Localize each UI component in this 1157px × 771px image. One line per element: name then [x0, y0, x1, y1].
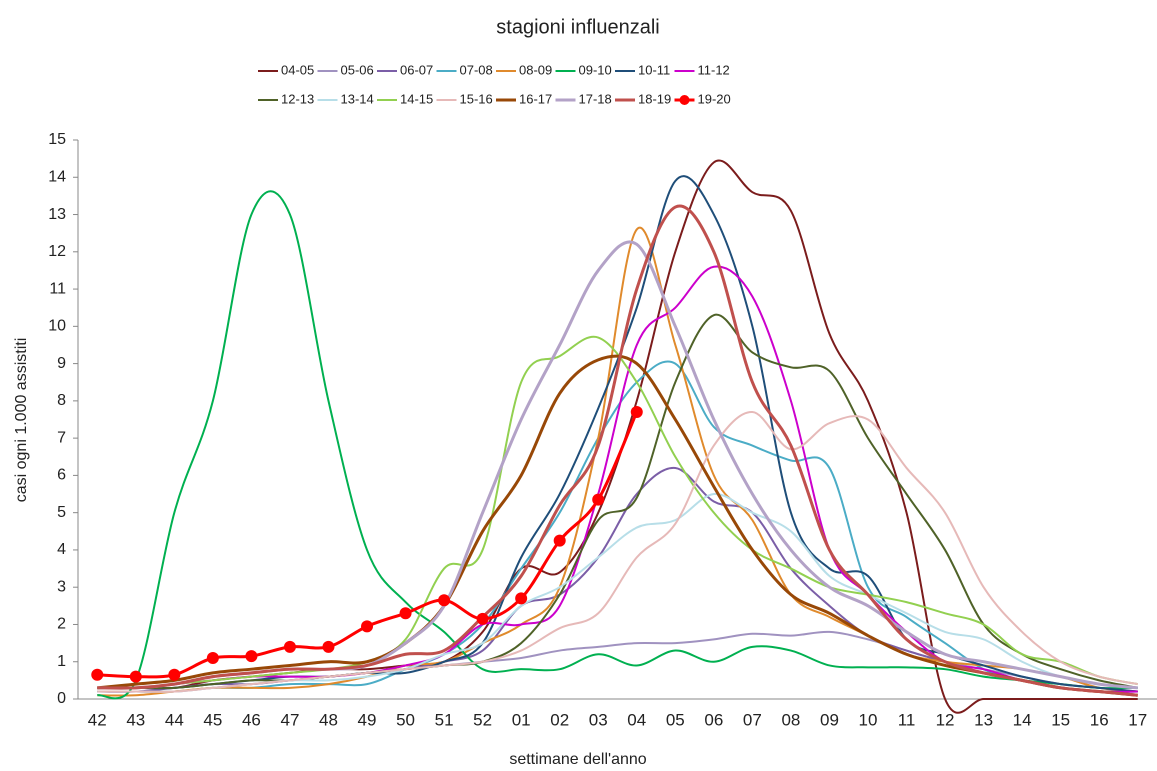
series-line	[97, 204, 1138, 697]
x-tick-label: 02	[550, 710, 569, 729]
x-tick-label: 01	[512, 710, 531, 729]
y-tick-label: 0	[57, 690, 66, 707]
y-tick-label: 6	[57, 467, 66, 484]
x-tick-label: 16	[1090, 710, 1109, 729]
legend-label: 12-13	[281, 91, 314, 106]
x-tick-label: 05	[666, 710, 685, 729]
x-tick-label: 11	[898, 710, 916, 729]
x-tick-label: 47	[280, 710, 299, 729]
x-tick-label: 45	[203, 710, 222, 729]
x-tick-label: 15	[1051, 710, 1070, 729]
series-line	[97, 335, 1138, 690]
y-tick-label: 7	[57, 429, 66, 446]
data-point	[515, 592, 528, 605]
data-point	[322, 640, 335, 653]
y-tick-label: 1	[57, 653, 66, 670]
x-tick-label: 07	[743, 710, 762, 729]
x-tick-label: 08	[781, 710, 800, 729]
x-axis-label: settimane dell'anno	[509, 751, 646, 768]
legend-label: 06-07	[400, 62, 433, 77]
legend-label: 13-14	[341, 91, 374, 106]
legend-label: 16-17	[519, 91, 552, 106]
x-tick-label: 52	[473, 710, 492, 729]
series-line	[97, 354, 1138, 697]
legend-label: 07-08	[460, 62, 493, 77]
data-point	[91, 668, 104, 681]
legend-label: 10-11	[638, 62, 670, 77]
x-tick-label: 51	[435, 710, 454, 729]
legend-label: 15-16	[460, 91, 493, 106]
y-tick-label: 2	[57, 616, 66, 633]
series-line	[97, 159, 1138, 714]
series-line	[97, 175, 1138, 693]
x-tick-label: 06	[704, 710, 723, 729]
y-tick-label: 11	[49, 280, 66, 297]
x-tick-label: 04	[627, 710, 646, 729]
data-point	[168, 668, 181, 681]
legend-label: 11-12	[698, 62, 730, 77]
data-point	[438, 594, 451, 607]
y-axis-label: casi ogni 1.000 assistiti	[13, 338, 30, 503]
x-tick-label: 09	[820, 710, 839, 729]
legend-label: 05-06	[341, 62, 374, 77]
data-point	[129, 670, 142, 683]
y-tick-label: 14	[48, 168, 66, 185]
x-tick-label: 50	[396, 710, 415, 729]
x-tick-label: 42	[88, 710, 107, 729]
series-line	[96, 190, 1138, 700]
chart-title: stagioni influenzali	[496, 16, 659, 38]
legend-marker	[679, 95, 690, 105]
data-point	[206, 652, 219, 665]
data-point	[476, 612, 489, 625]
legend-label: 09-10	[579, 62, 612, 77]
x-tick-label: 12	[936, 710, 955, 729]
series-line	[97, 411, 1138, 693]
y-tick-label: 8	[57, 392, 66, 409]
data-point	[553, 534, 566, 547]
x-tick-label: 14	[1013, 710, 1032, 729]
legend-label: 17-18	[579, 91, 612, 106]
y-tick-label: 13	[48, 206, 66, 223]
data-point	[630, 406, 643, 419]
x-tick-label: 49	[358, 710, 377, 729]
legend-label: 18-19	[638, 91, 671, 106]
y-tick-label: 10	[48, 318, 66, 335]
legend-label: 04-05	[281, 62, 314, 77]
x-tick-label: 43	[126, 710, 145, 729]
data-point	[592, 493, 605, 506]
data-point	[361, 620, 374, 633]
y-tick-label: 4	[57, 541, 66, 558]
x-tick-label: 13	[974, 710, 993, 729]
legend-label: 19-20	[698, 91, 731, 106]
x-tick-label: 46	[242, 710, 261, 729]
series-line	[97, 265, 1138, 693]
y-tick-label: 5	[57, 504, 66, 521]
y-tick-label: 3	[57, 578, 66, 595]
data-point	[245, 650, 258, 663]
legend-label: 14-15	[400, 91, 433, 106]
x-tick-label: 48	[319, 710, 338, 729]
legend-label: 08-09	[519, 62, 552, 77]
y-tick-label: 12	[48, 243, 66, 260]
x-tick-label: 17	[1128, 710, 1147, 729]
y-tick-label: 9	[57, 355, 66, 372]
data-point	[283, 640, 296, 653]
x-tick-label: 10	[859, 710, 878, 729]
data-point	[399, 607, 412, 620]
y-tick-label: 15	[48, 131, 66, 148]
x-tick-label: 44	[165, 710, 184, 729]
x-tick-label: 03	[589, 710, 608, 729]
